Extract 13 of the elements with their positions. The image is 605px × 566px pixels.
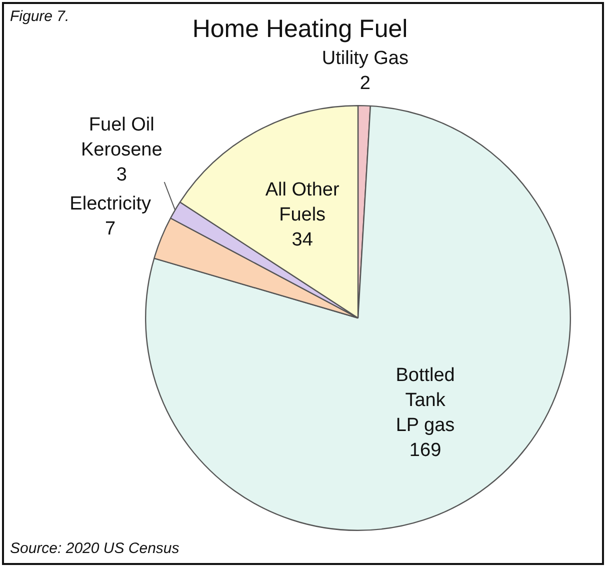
chart-title: Home Heating Fuel — [192, 14, 408, 43]
slice-label: All Other Fuels — [265, 180, 340, 226]
slice-label: Fuel Oil Kerosene — [80, 114, 162, 161]
data-label: 34 — [292, 230, 314, 251]
data-label: 2 — [360, 73, 370, 94]
slice-label: Electricity — [70, 194, 152, 215]
slice-label: Utility Gas — [322, 48, 408, 70]
source-note: Source: 2020 US Census — [10, 540, 180, 558]
data-label: 7 — [105, 218, 116, 240]
data-label: 3 — [116, 164, 127, 186]
caption: Figure 7. — [10, 8, 70, 26]
data-label: 169 — [409, 440, 442, 462]
slice-label: Bottled Tank LP gas — [396, 365, 455, 436]
